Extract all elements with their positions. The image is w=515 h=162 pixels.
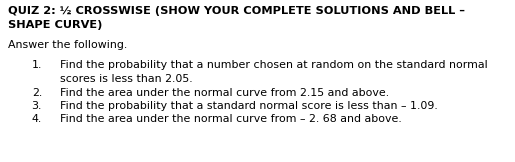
Text: Find the probability that a number chosen at random on the standard normal: Find the probability that a number chose… <box>60 60 488 70</box>
Text: 1.: 1. <box>31 60 42 70</box>
Text: 2.: 2. <box>32 87 42 98</box>
Text: Find the area under the normal curve from 2.15 and above.: Find the area under the normal curve fro… <box>60 87 389 98</box>
Text: SHAPE CURVE): SHAPE CURVE) <box>8 19 102 29</box>
Text: Answer the following.: Answer the following. <box>8 40 127 50</box>
Text: scores is less than 2.05.: scores is less than 2.05. <box>60 74 193 84</box>
Text: Find the probability that a standard normal score is less than – 1.09.: Find the probability that a standard nor… <box>60 101 438 111</box>
Text: 3.: 3. <box>31 101 42 111</box>
Text: QUIZ 2: ½ CROSSWISE (SHOW YOUR COMPLETE SOLUTIONS AND BELL –: QUIZ 2: ½ CROSSWISE (SHOW YOUR COMPLETE … <box>8 6 465 16</box>
Text: Find the area under the normal curve from – 2. 68 and above.: Find the area under the normal curve fro… <box>60 115 402 125</box>
Text: 4.: 4. <box>32 115 42 125</box>
